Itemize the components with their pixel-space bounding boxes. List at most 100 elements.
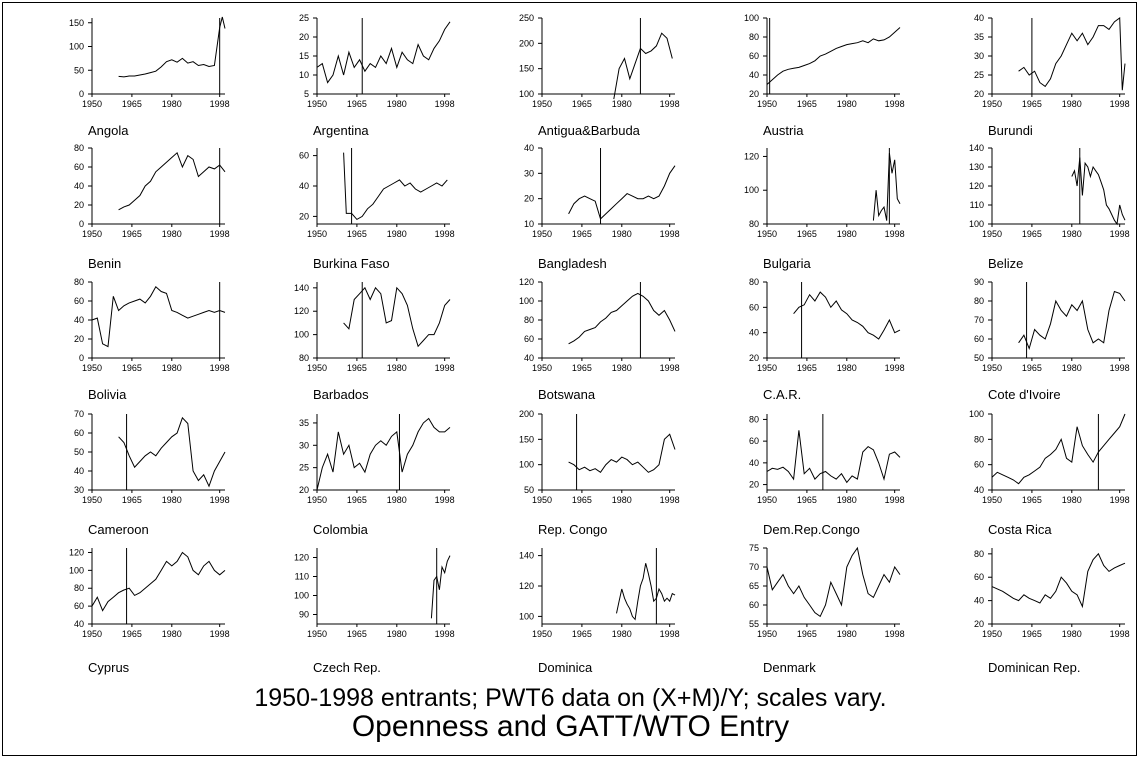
panel-country-label: Barbados: [313, 387, 369, 402]
x-tick-label: 1998: [1110, 363, 1130, 373]
x-tick-label: 1950: [532, 99, 552, 109]
y-tick-label: 100: [519, 89, 534, 99]
x-tick-label: 1965: [347, 229, 367, 239]
y-tick-label: 60: [749, 51, 759, 61]
series-line: [1071, 157, 1126, 226]
y-tick-label: 80: [974, 434, 984, 444]
y-tick-label: 25: [974, 70, 984, 80]
x-tick-label: 1965: [797, 99, 817, 109]
y-tick-label: 140: [519, 551, 534, 561]
panel: 20 25 30 35 1950 1965 1980 1998 Colombia: [299, 414, 455, 537]
x-tick-label: 1950: [532, 363, 552, 373]
x-tick-label: 1950: [757, 363, 777, 373]
y-tick-label: 60: [524, 334, 534, 344]
panel: 100 150 200 250 1950 1965 1980 1998 Antigua&Barb…: [519, 13, 680, 138]
x-tick-label: 1998: [435, 495, 455, 505]
y-tick-label: 20: [749, 353, 759, 363]
y-tick-label: 10: [524, 219, 534, 229]
x-tick-label: 1998: [435, 629, 455, 639]
y-tick-label: 150: [69, 18, 84, 28]
y-tick-label: 0: [79, 219, 84, 229]
panel: 10 20 30 40 1950 1965 1980 1998 Bangladesh: [524, 143, 680, 271]
x-tick-label: 1965: [122, 99, 142, 109]
panel: 100 120 140 1950 1965 1980 1998 Dominica: [519, 548, 680, 675]
y-tick-label: 30: [299, 440, 309, 450]
x-tick-label: 1950: [82, 363, 102, 373]
panel: 0 20 40 60 80 1950 1965 1980 1998 Benin: [74, 143, 230, 271]
y-tick-label: 80: [749, 32, 759, 42]
x-tick-label: 1965: [1022, 629, 1042, 639]
x-tick-label: 1998: [885, 495, 905, 505]
y-tick-label: 20: [299, 32, 309, 42]
x-tick-label: 1980: [162, 99, 182, 109]
y-tick-label: 75: [749, 543, 759, 553]
x-tick-label: 1950: [982, 629, 1002, 639]
y-tick-label: 50: [74, 447, 84, 457]
y-tick-label: 130: [969, 162, 984, 172]
x-tick-label: 1965: [572, 99, 592, 109]
panel-country-label: Cyprus: [88, 660, 130, 675]
series-line: [118, 151, 226, 211]
x-tick-label: 1950: [982, 495, 1002, 505]
x-tick-label: 1950: [532, 495, 552, 505]
y-tick-label: 30: [974, 51, 984, 61]
x-tick-label: 1998: [435, 363, 455, 373]
panel-country-label: Angola: [88, 123, 129, 138]
x-tick-label: 1998: [1110, 99, 1130, 109]
y-tick-label: 20: [299, 485, 309, 495]
panel-country-label: Antigua&Barbuda: [538, 123, 641, 138]
x-tick-label: 1965: [347, 363, 367, 373]
panel-country-label: Czech Rep.: [313, 660, 381, 675]
series-line: [430, 555, 451, 619]
panel: 100 110 120 130 140 1950 1965 1980 1998 Belize: [969, 143, 1130, 271]
y-tick-label: 80: [974, 549, 984, 559]
x-tick-label: 1980: [1062, 99, 1082, 109]
panel-country-label: Cameroon: [88, 522, 149, 537]
y-tick-label: 40: [974, 13, 984, 23]
series-line: [766, 27, 901, 85]
y-tick-label: 35: [974, 32, 984, 42]
y-tick-label: 100: [69, 565, 84, 575]
x-tick-label: 1998: [885, 99, 905, 109]
panel-country-label: C.A.R.: [763, 387, 801, 402]
series-line: [568, 292, 676, 345]
y-tick-label: 120: [969, 181, 984, 191]
x-tick-label: 1965: [1022, 229, 1042, 239]
x-tick-label: 1980: [837, 99, 857, 109]
series-line: [766, 430, 901, 484]
series-line: [872, 153, 901, 221]
x-tick-label: 1965: [122, 363, 142, 373]
x-tick-label: 1998: [660, 229, 680, 239]
x-tick-label: 1965: [572, 229, 592, 239]
y-tick-label: 100: [519, 296, 534, 306]
panel: 20 40 60 1950 1965 1980 1998 Burkina Faso: [299, 148, 455, 271]
y-tick-label: 90: [974, 277, 984, 287]
y-tick-label: 20: [74, 334, 84, 344]
y-tick-label: 80: [299, 353, 309, 363]
panel-country-label: Burundi: [988, 123, 1033, 138]
y-tick-label: 60: [749, 600, 759, 610]
x-tick-label: 1998: [435, 99, 455, 109]
x-tick-label: 1998: [1110, 229, 1130, 239]
y-tick-label: 65: [749, 581, 759, 591]
x-tick-label: 1950: [757, 495, 777, 505]
x-tick-label: 1998: [660, 495, 680, 505]
x-tick-label: 1965: [572, 629, 592, 639]
y-tick-label: 50: [524, 485, 534, 495]
y-tick-label: 20: [299, 211, 309, 221]
panel-country-label: Cote d'Ivoire: [988, 387, 1061, 402]
x-tick-label: 1980: [612, 99, 632, 109]
panel: 5 10 15 20 25 1950 1965 1980 1998 Argentina: [299, 13, 455, 138]
x-tick-label: 1980: [612, 495, 632, 505]
series-line: [616, 563, 676, 621]
x-tick-label: 1965: [797, 229, 817, 239]
x-tick-label: 1998: [210, 629, 230, 639]
y-tick-label: 60: [74, 428, 84, 438]
y-tick-label: 80: [749, 414, 759, 424]
x-tick-label: 1965: [122, 495, 142, 505]
y-tick-label: 120: [744, 151, 759, 161]
y-tick-label: 70: [974, 315, 984, 325]
x-tick-label: 1950: [82, 495, 102, 505]
y-tick-label: 200: [519, 409, 534, 419]
y-tick-label: 30: [524, 168, 534, 178]
